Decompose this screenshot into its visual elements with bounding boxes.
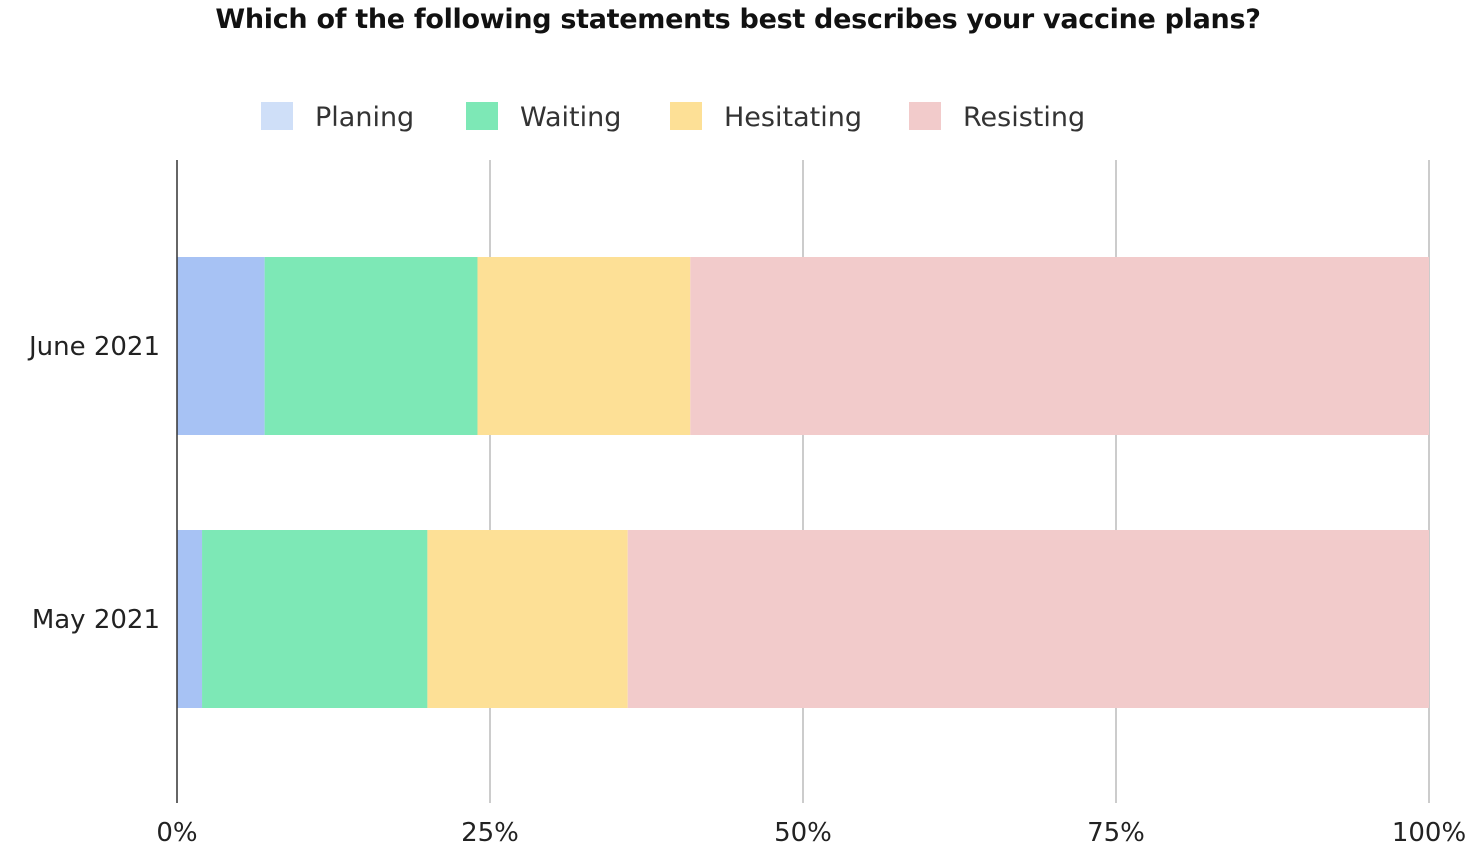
bar-waiting-june-2021: [264, 257, 478, 435]
legend-swatch: [261, 102, 293, 130]
bar-planing-may-2021: [177, 530, 203, 708]
bar-hesitating-june-2021: [477, 257, 691, 435]
legend-item-hesitating: Hesitating: [670, 102, 862, 133]
bar-resisting-june-2021: [690, 257, 1429, 435]
category-label: May 2021: [32, 605, 160, 635]
legend-label: Waiting: [520, 102, 621, 133]
bar-hesitating-may-2021: [427, 530, 628, 708]
legend-item-planing: Planing: [261, 102, 414, 133]
chart-title: Which of the following statements best d…: [215, 4, 1261, 35]
legend-label: Planing: [315, 102, 414, 133]
x-tick-label: 75%: [1087, 818, 1145, 847]
legend-swatch: [670, 102, 702, 130]
bars-layer: [177, 257, 1429, 708]
legend-item-waiting: Waiting: [466, 102, 621, 133]
legend-label: Hesitating: [724, 102, 862, 133]
x-tick-label: 25%: [461, 818, 519, 847]
bar-planing-june-2021: [177, 257, 265, 435]
x-tick-label: 50%: [774, 818, 832, 847]
bar-waiting-may-2021: [202, 530, 428, 708]
legend: Planing Waiting Hesitating Resisting: [261, 102, 1085, 133]
legend-label: Resisting: [963, 102, 1085, 133]
legend-swatch: [466, 102, 498, 130]
x-tick-label: 0%: [156, 818, 197, 847]
x-tick-label: 100%: [1392, 818, 1466, 847]
legend-swatch: [909, 102, 941, 130]
category-label: June 2021: [27, 332, 160, 362]
labels-layer: June 2021 May 2021 0% 25% 50% 75% 100%: [27, 332, 1466, 847]
legend-item-resisting: Resisting: [909, 102, 1085, 133]
bar-resisting-may-2021: [627, 530, 1429, 708]
